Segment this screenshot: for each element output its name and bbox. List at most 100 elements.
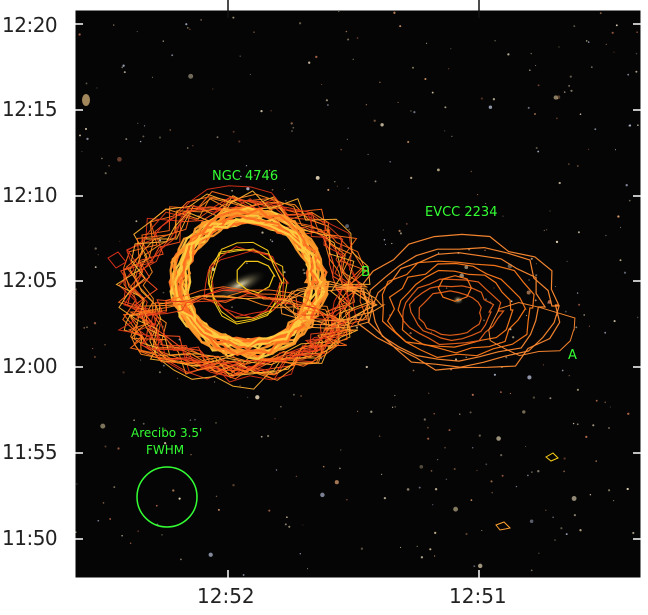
star [410,110,412,112]
star [424,77,427,81]
star [340,449,342,451]
star [142,135,145,138]
star [246,187,250,191]
star [545,509,547,511]
star [283,188,285,191]
star [635,70,638,73]
star [423,418,426,421]
star [599,12,602,15]
star [483,319,485,322]
star [430,470,433,472]
star [75,288,78,291]
star [537,84,540,87]
star [75,531,77,533]
star [94,266,97,269]
contour-line [418,290,482,336]
contour-line [203,249,290,318]
star [121,66,124,69]
star [626,487,629,491]
star [380,123,384,127]
star [380,473,383,476]
contour-line [236,260,276,294]
star [615,24,618,27]
star [558,181,561,185]
star [451,135,453,137]
star [627,73,630,76]
star [445,287,448,289]
star [556,117,558,120]
star [247,396,249,398]
star [535,274,538,277]
star [274,418,276,420]
star [428,392,430,394]
contours-ngc4746 [115,185,386,390]
star [611,31,614,34]
star [200,19,202,21]
star [554,285,557,288]
star [472,447,474,449]
star [588,148,590,150]
star [617,215,620,218]
star [636,316,639,319]
star [345,30,348,33]
star [505,356,508,359]
star [397,101,399,103]
star [433,412,436,415]
star [269,239,272,241]
star [436,168,440,172]
star [300,395,302,397]
star [549,210,551,212]
star [253,31,255,33]
star [583,314,586,316]
contour-line [174,218,324,348]
star [480,97,484,100]
star [255,395,260,400]
star [437,252,440,254]
star [406,488,410,491]
star [594,128,597,131]
star [465,532,468,536]
star [78,33,81,36]
star [526,290,531,295]
star [464,265,469,270]
star [190,454,192,456]
star [231,306,233,309]
star [365,365,368,369]
star [484,249,486,252]
star [246,262,248,264]
star [96,87,98,89]
star [572,422,575,425]
star [410,176,413,180]
star [623,271,627,274]
star [568,163,570,165]
star [515,485,518,488]
star [283,271,286,274]
star [348,228,351,231]
star [490,480,493,483]
star [561,369,564,372]
star [140,359,142,361]
star [529,519,534,524]
star [215,422,217,424]
star [605,43,607,46]
star [512,336,515,339]
star [104,343,106,346]
star [108,164,110,167]
star [579,529,582,532]
star [445,478,448,481]
star [93,355,96,358]
contour-line [130,206,368,375]
star [604,331,607,334]
star [298,22,302,25]
star [636,31,638,33]
star [427,437,430,440]
star [212,88,214,90]
star [360,547,364,550]
star [534,113,536,115]
star [552,516,554,519]
contour-line [210,241,284,325]
star [171,54,174,57]
star [391,406,394,408]
star [501,474,504,477]
star [322,465,325,468]
